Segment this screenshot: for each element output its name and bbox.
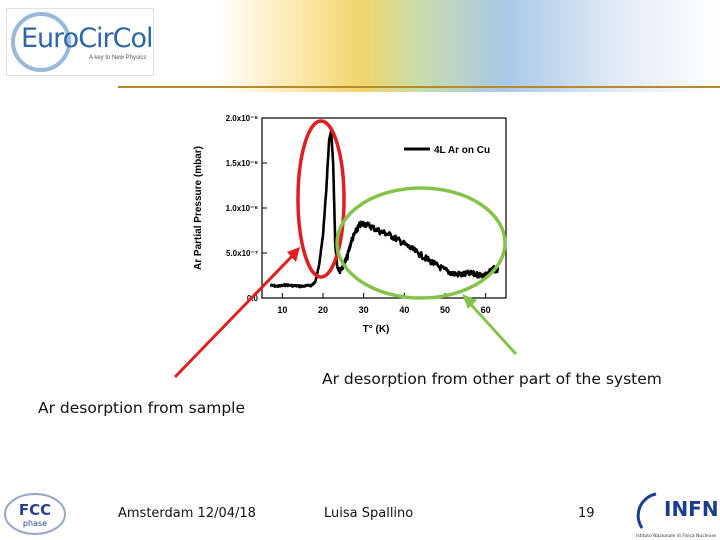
footer-page-number: 19 [578,506,595,521]
chart-series [269,130,500,289]
annotation-ellipse-other [335,186,507,300]
annotation-ellipse-sample [296,119,346,279]
fcc-logo-text: FCC [19,501,51,519]
infn-logo-subtext: Istituto Nazionale di Fisica Nucleare [636,533,716,539]
fcc-logo: FCC phase [4,493,66,535]
caption-sample: Ar desorption from sample [38,399,246,417]
fcc-logo-subtext: phase [23,519,47,528]
chart-legend: 4L Ar on Cu [404,145,490,156]
annotation-arrow-other [463,296,518,356]
header-divider [118,86,720,88]
fcc-ring-icon [4,493,66,535]
series-line [269,130,500,289]
logo-ring-icon [11,12,71,72]
annotation-arrowhead-sample [287,247,300,262]
footer-location-date: Amsterdam 12/04/18 [118,506,256,521]
x-tick-label: 30 [359,305,369,315]
x-tick-label: 50 [440,305,450,315]
logo-main-text: EuroCirCol [21,23,154,54]
y-tick-label: 2.0x10⁻⁶ [226,114,259,123]
y-axis-label: Ar Partial Pressure (mbar) [193,146,204,270]
annotation-arrowhead-other [462,294,477,309]
x-tick-label: 20 [318,305,328,315]
x-tick-label: 60 [481,305,491,315]
eurocircol-logo: EuroCirCol A key to New Physics [6,8,154,76]
y-tick-label: 1.5x10⁻⁶ [226,159,259,168]
infn-logo: INFN Istituto Nazionale di Fisica Nuclea… [636,492,719,539]
x-axis-label: T° (K) [363,324,390,335]
annotation-arrow-sample [173,248,300,379]
caption-other-part: Ar desorption from other part of the sys… [322,370,662,388]
x-tick-label: 10 [277,305,287,315]
legend-label: 4L Ar on Cu [434,145,490,156]
y-tick-label: 5.0x10⁻⁷ [226,249,258,258]
infn-logo-text: INFN [664,497,719,521]
logo-tagline: A key to New Physics [89,55,147,61]
x-tick-label: 40 [399,305,409,315]
chart-annotations [173,119,518,379]
footer-author: Luisa Spallino [324,506,414,521]
infn-arc-icon [636,492,657,529]
y-tick-label: 1.0x10⁻⁶ [226,204,259,213]
